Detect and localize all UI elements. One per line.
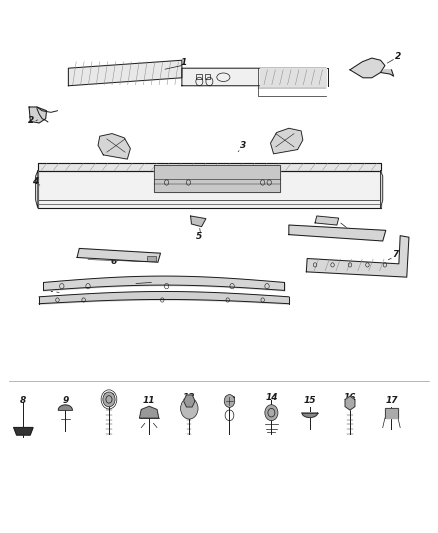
Polygon shape [98, 134, 131, 159]
Polygon shape [153, 165, 280, 192]
Polygon shape [385, 408, 398, 418]
Circle shape [103, 392, 115, 407]
Text: 7: 7 [393, 251, 399, 260]
Polygon shape [381, 70, 394, 76]
Polygon shape [29, 107, 46, 123]
Polygon shape [184, 395, 195, 407]
Polygon shape [191, 216, 206, 227]
Text: 7: 7 [49, 285, 55, 294]
Text: 15: 15 [304, 396, 316, 405]
Polygon shape [38, 171, 381, 208]
Text: 13: 13 [223, 396, 236, 405]
Circle shape [180, 398, 198, 419]
Text: 14: 14 [265, 393, 278, 402]
Bar [147, 256, 155, 261]
Polygon shape [38, 163, 381, 171]
Polygon shape [68, 60, 182, 86]
Polygon shape [261, 68, 326, 86]
Text: 3: 3 [240, 141, 246, 150]
Text: 2: 2 [395, 52, 401, 61]
Text: 10: 10 [103, 393, 115, 402]
Bar [205, 74, 210, 79]
Polygon shape [35, 171, 38, 208]
Polygon shape [289, 225, 386, 241]
Text: 4: 4 [32, 177, 38, 186]
Polygon shape [140, 406, 159, 418]
Circle shape [224, 394, 235, 407]
Polygon shape [350, 58, 385, 78]
Polygon shape [77, 248, 160, 262]
Polygon shape [306, 236, 409, 277]
Polygon shape [271, 128, 303, 154]
Text: 2: 2 [28, 116, 34, 125]
Text: 16: 16 [344, 393, 356, 402]
Text: 6: 6 [110, 257, 117, 265]
Circle shape [265, 405, 278, 421]
Polygon shape [58, 405, 72, 410]
Text: 5: 5 [196, 232, 202, 241]
Polygon shape [302, 413, 318, 417]
Text: 12: 12 [183, 393, 195, 402]
Polygon shape [345, 396, 355, 410]
Polygon shape [381, 171, 383, 208]
Polygon shape [182, 68, 326, 86]
Text: 6: 6 [360, 231, 366, 240]
Text: 9: 9 [62, 396, 68, 405]
Text: 1: 1 [181, 59, 187, 67]
Text: 17: 17 [385, 396, 398, 405]
Polygon shape [14, 427, 33, 435]
Text: 8: 8 [20, 396, 27, 405]
Polygon shape [315, 216, 339, 225]
Bar [196, 74, 201, 79]
Text: 11: 11 [143, 396, 155, 405]
